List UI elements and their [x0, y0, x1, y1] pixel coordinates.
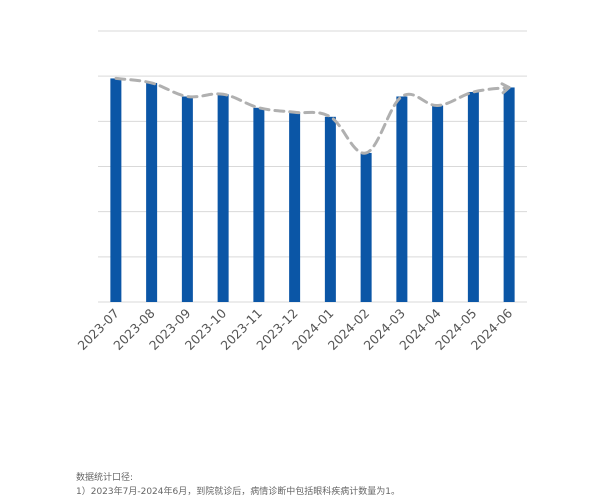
bar-2024-03 — [396, 96, 408, 302]
notes-heading: 数据统计口径: — [76, 473, 134, 483]
x-axis-labels: 2023-072023-082023-092023-102023-112023-… — [74, 305, 515, 353]
gridlines — [98, 30, 527, 303]
bar-2024-02 — [360, 152, 372, 302]
bar-2023-09 — [181, 96, 193, 302]
bar-2024-01 — [324, 116, 336, 302]
bars — [110, 78, 515, 303]
bar-2023-11 — [253, 107, 265, 303]
bar-chart: 2023-072023-082023-092023-102023-112023-… — [74, 30, 527, 353]
bar-2023-08 — [146, 82, 158, 302]
notes-line-1: 1）2023年7月-2024年6月，到院就诊后，病情诊断中包括眼科疾病计数量为1… — [76, 487, 400, 497]
bar-2024-05 — [467, 91, 479, 302]
trend-line-path — [114, 76, 511, 155]
bar-2024-06 — [503, 87, 515, 302]
data-notes: 数据统计口径: 1）2023年7月-2024年6月，到院就诊后，病情诊断中包括眼… — [76, 471, 400, 499]
bar-2023-12 — [289, 112, 301, 302]
trend-arrow-icon — [500, 82, 511, 95]
bar-2023-07 — [110, 78, 122, 302]
bar-2023-10 — [217, 94, 229, 302]
bar-2024-04 — [432, 105, 444, 303]
trend-line — [114, 76, 511, 155]
